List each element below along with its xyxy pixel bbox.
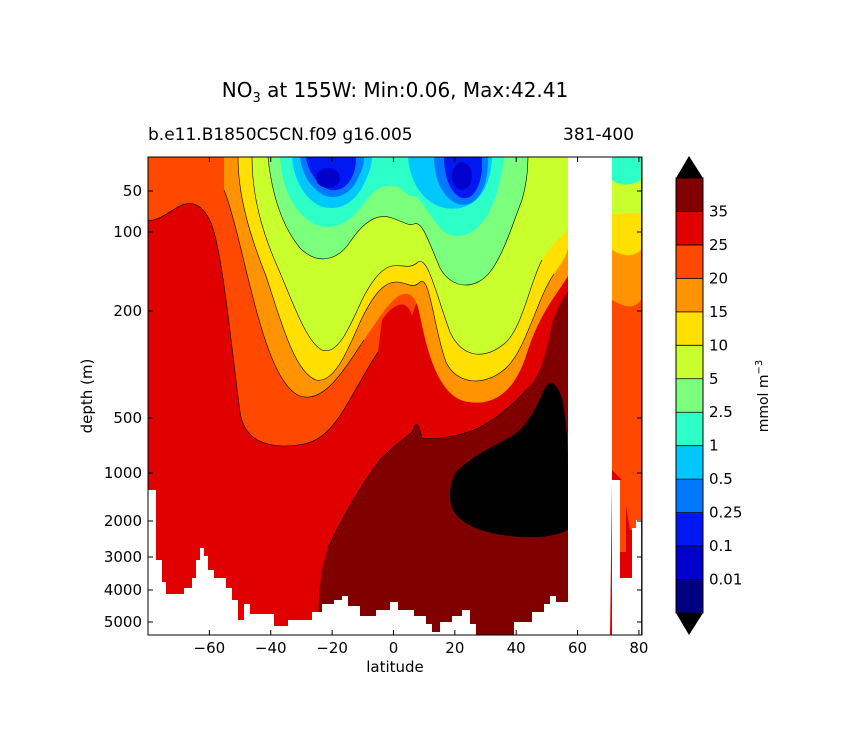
- y-tick-label: 5000: [104, 613, 142, 631]
- colorbar-tick-label: 0.5: [709, 470, 733, 488]
- red-slope-arctic: [626, 552, 632, 578]
- case-name: b.e11.B1850C5CN.f09 g16.005: [148, 125, 413, 145]
- chart-title: NO3 at 155W: Min:0.06, Max:42.41: [221, 78, 569, 106]
- region-minimum-left: [316, 168, 340, 188]
- colorbar-over-extension: [676, 156, 703, 178]
- y-tick-label: 100: [113, 223, 142, 241]
- colorbar-cell: [676, 445, 703, 480]
- colorbar-tick-label: 10: [709, 336, 728, 354]
- colorbar-cell: [676, 278, 703, 313]
- y-tick-label: 50: [123, 182, 142, 200]
- red-shelf-arctic: [620, 480, 626, 552]
- region-upper-thermocline-2: [612, 240, 641, 307]
- region-intermediate-water-2: [612, 300, 641, 530]
- x-tick-label: 20: [445, 639, 464, 657]
- plot-frame: [147, 156, 643, 636]
- seafloor-mask: [148, 490, 476, 635]
- colorbar-cell: [676, 311, 703, 346]
- seafloor-mask-east: [514, 596, 568, 635]
- colorbar-tick-label: 0.01: [709, 571, 742, 589]
- region-pacific-deep-water: [318, 292, 568, 635]
- year-range: 381-400: [563, 125, 635, 145]
- colorbar-under-extension: [676, 613, 703, 635]
- region-nitrate-maximum: [449, 383, 568, 538]
- colorbar-cell: [676, 512, 703, 547]
- colorbar-cell: [676, 211, 703, 246]
- colorbar-cell: [676, 412, 703, 447]
- colorbar-tick-label: 0.25: [709, 504, 742, 522]
- colorbar-cell: [676, 244, 703, 279]
- region-aqua-band-2: [612, 157, 641, 185]
- colorbar-tick-label: 25: [709, 236, 728, 254]
- colorbar-cell: [676, 579, 703, 613]
- colorbar: 0.01 0.1 0.25 0.5 1 2.5 5 10 15 20 25 35 mmol m−3: [675, 156, 772, 635]
- y-tick-label: 4000: [104, 581, 142, 599]
- x-axis: −60 −40 −20 0 20 40 60 80: [194, 157, 648, 657]
- y-axis-label: depth (m): [78, 359, 96, 434]
- x-tick-label: 0: [389, 639, 399, 657]
- contour-field: [148, 157, 642, 635]
- colorbar-tick-label: 35: [709, 202, 728, 220]
- x-tick-label: −20: [316, 639, 348, 657]
- y-tick-label: 500: [113, 409, 142, 427]
- colorbar-tick-label: 20: [709, 269, 728, 287]
- colorbar-cell: [676, 546, 703, 581]
- colorbar-ticks: 0.01 0.1 0.25 0.5 1 2.5 5 10 15 20 25 35: [676, 202, 742, 589]
- land-mask-north: [568, 157, 612, 635]
- x-tick-label: −60: [194, 639, 226, 657]
- x-tick-label: 80: [629, 639, 648, 657]
- colorbar-tick-label: 15: [709, 303, 728, 321]
- colorbar-frame: [675, 177, 704, 614]
- colorbar-cell: [676, 345, 703, 380]
- region-minimum-right: [452, 162, 472, 190]
- x-axis-label: latitude: [366, 658, 424, 676]
- y-tick-label: 2000: [104, 512, 142, 530]
- colorbar-tick-label: 5: [709, 370, 719, 388]
- region-yellow-band-2: [612, 210, 641, 256]
- y-axis: 50 100 200 500 1000 2000 3000 4000 5000: [104, 182, 642, 631]
- colorbar-cell: [676, 178, 703, 212]
- colorbar-tick-label: 0.1: [709, 537, 733, 555]
- colorbar-tick-label: 2.5: [709, 403, 733, 421]
- x-tick-label: −40: [255, 639, 287, 657]
- y-tick-label: 200: [113, 302, 142, 320]
- colorbar-label: mmol m−3: [754, 360, 772, 433]
- x-tick-label: 60: [568, 639, 587, 657]
- colorbar-cell: [676, 378, 703, 413]
- y-tick-label: 3000: [104, 548, 142, 566]
- colorbar-tick-label: 1: [709, 437, 719, 455]
- colorbar-cell: [676, 479, 703, 514]
- y-tick-label: 1000: [104, 464, 142, 482]
- colorbar-cells: [676, 178, 703, 613]
- x-tick-label: 40: [507, 639, 526, 657]
- contour-lines: [148, 157, 555, 549]
